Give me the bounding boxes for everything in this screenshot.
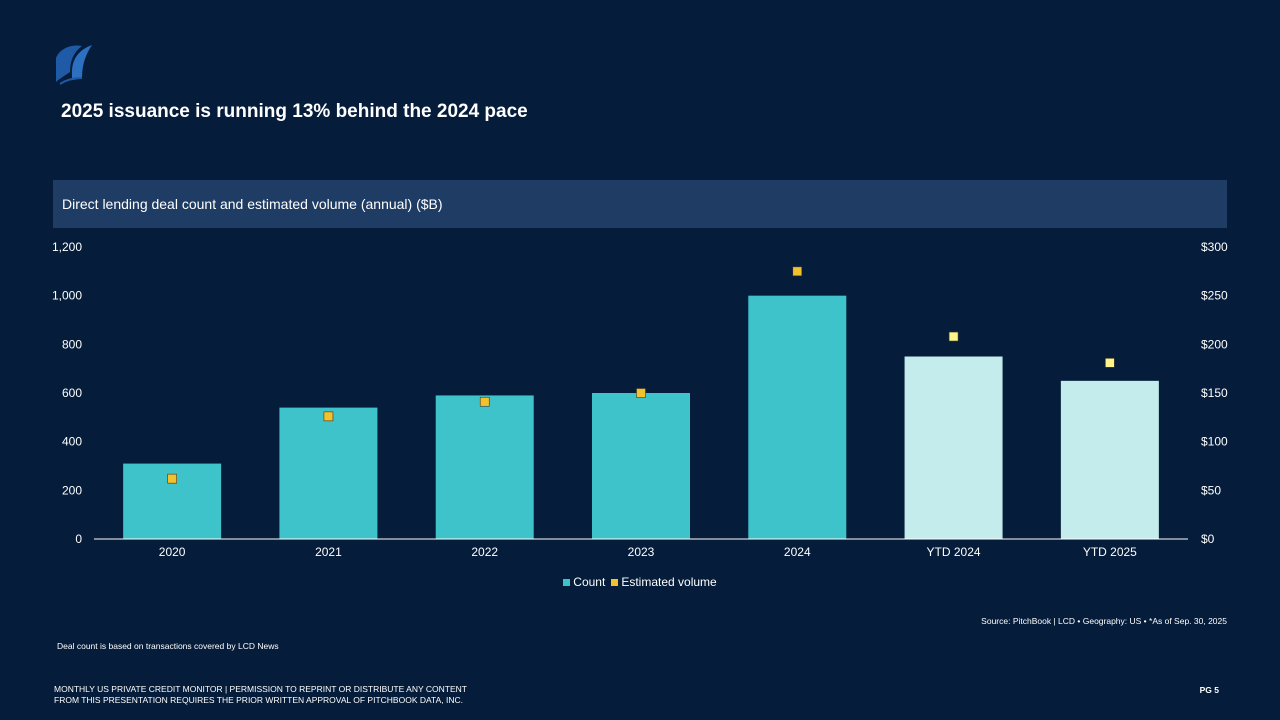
footer-disclaimer: MONTHLY US PRIVATE CREDIT MONITOR | PERM… <box>54 684 467 706</box>
pitchbook-logo-icon <box>56 45 92 85</box>
legend-item-count: Count <box>563 575 605 589</box>
y-right-tick-label: $300 <box>1201 240 1228 254</box>
legend-label-count: Count <box>573 575 606 589</box>
y-right-tick-label: $50 <box>1201 483 1221 497</box>
x-tick-label: 2023 <box>628 545 655 559</box>
marker-estimated-volume <box>167 473 177 484</box>
legend-swatch-volume <box>611 578 619 586</box>
y-left-tick-label: 600 <box>62 386 82 400</box>
page-title: 2025 issuance is running 13% behind the … <box>61 101 528 122</box>
marker-estimated-volume <box>323 411 334 422</box>
footer-line-1: MONTHLY US PRIVATE CREDIT MONITOR | PERM… <box>54 684 467 694</box>
legend-item-volume: Estimated volume <box>611 575 717 589</box>
y-right-tick-label: $100 <box>1201 435 1228 449</box>
x-tick-label: 2020 <box>159 545 186 559</box>
chart-header-bar: Direct lending deal count and estimated … <box>53 180 1227 228</box>
y-right-tick-label: $200 <box>1201 337 1228 351</box>
y-left-tick-label: 0 <box>75 532 82 546</box>
footnote: Deal count is based on transactions cove… <box>57 641 279 651</box>
bar-count <box>1060 380 1159 539</box>
y-right-tick-label: $250 <box>1201 289 1228 303</box>
bar-count <box>904 356 1003 539</box>
y-right-tick-label: $150 <box>1201 386 1228 400</box>
bar-count <box>592 393 690 539</box>
marker-estimated-volume <box>1105 358 1115 368</box>
marker-estimated-volume <box>792 266 803 277</box>
source-note: Source: PitchBook | LCD • Geography: US … <box>981 616 1227 626</box>
x-tick-label: YTD 2025 <box>1083 545 1137 559</box>
bar-count <box>279 407 378 539</box>
footer-line-2: FROM THIS PRESENTATION REQUIRES THE PRIO… <box>54 695 463 705</box>
bar-count <box>435 395 534 539</box>
page-number: PG 5 <box>1199 685 1219 695</box>
marker-estimated-volume <box>948 331 959 342</box>
y-left-tick-label: 1,200 <box>52 240 82 254</box>
x-tick-label: 2021 <box>315 545 342 559</box>
legend-label-volume: Estimated volume <box>621 575 717 589</box>
bar-count <box>748 295 847 539</box>
marker-estimated-volume <box>636 388 646 398</box>
chart-title: Direct lending deal count and estimated … <box>62 196 443 212</box>
x-tick-label: 2022 <box>471 545 498 559</box>
y-right-tick-label: $0 <box>1201 532 1215 546</box>
y-left-tick-label: 800 <box>62 337 82 351</box>
x-tick-label: YTD 2024 <box>927 545 981 559</box>
y-left-tick-label: 200 <box>62 483 82 497</box>
marker-estimated-volume <box>479 396 490 407</box>
y-left-tick-label: 1,000 <box>52 289 82 303</box>
x-tick-label: 2024 <box>784 545 811 559</box>
y-left-tick-label: 400 <box>62 435 82 449</box>
chart-legend: Count Estimated volume <box>0 575 1280 589</box>
legend-swatch-count <box>563 578 571 586</box>
